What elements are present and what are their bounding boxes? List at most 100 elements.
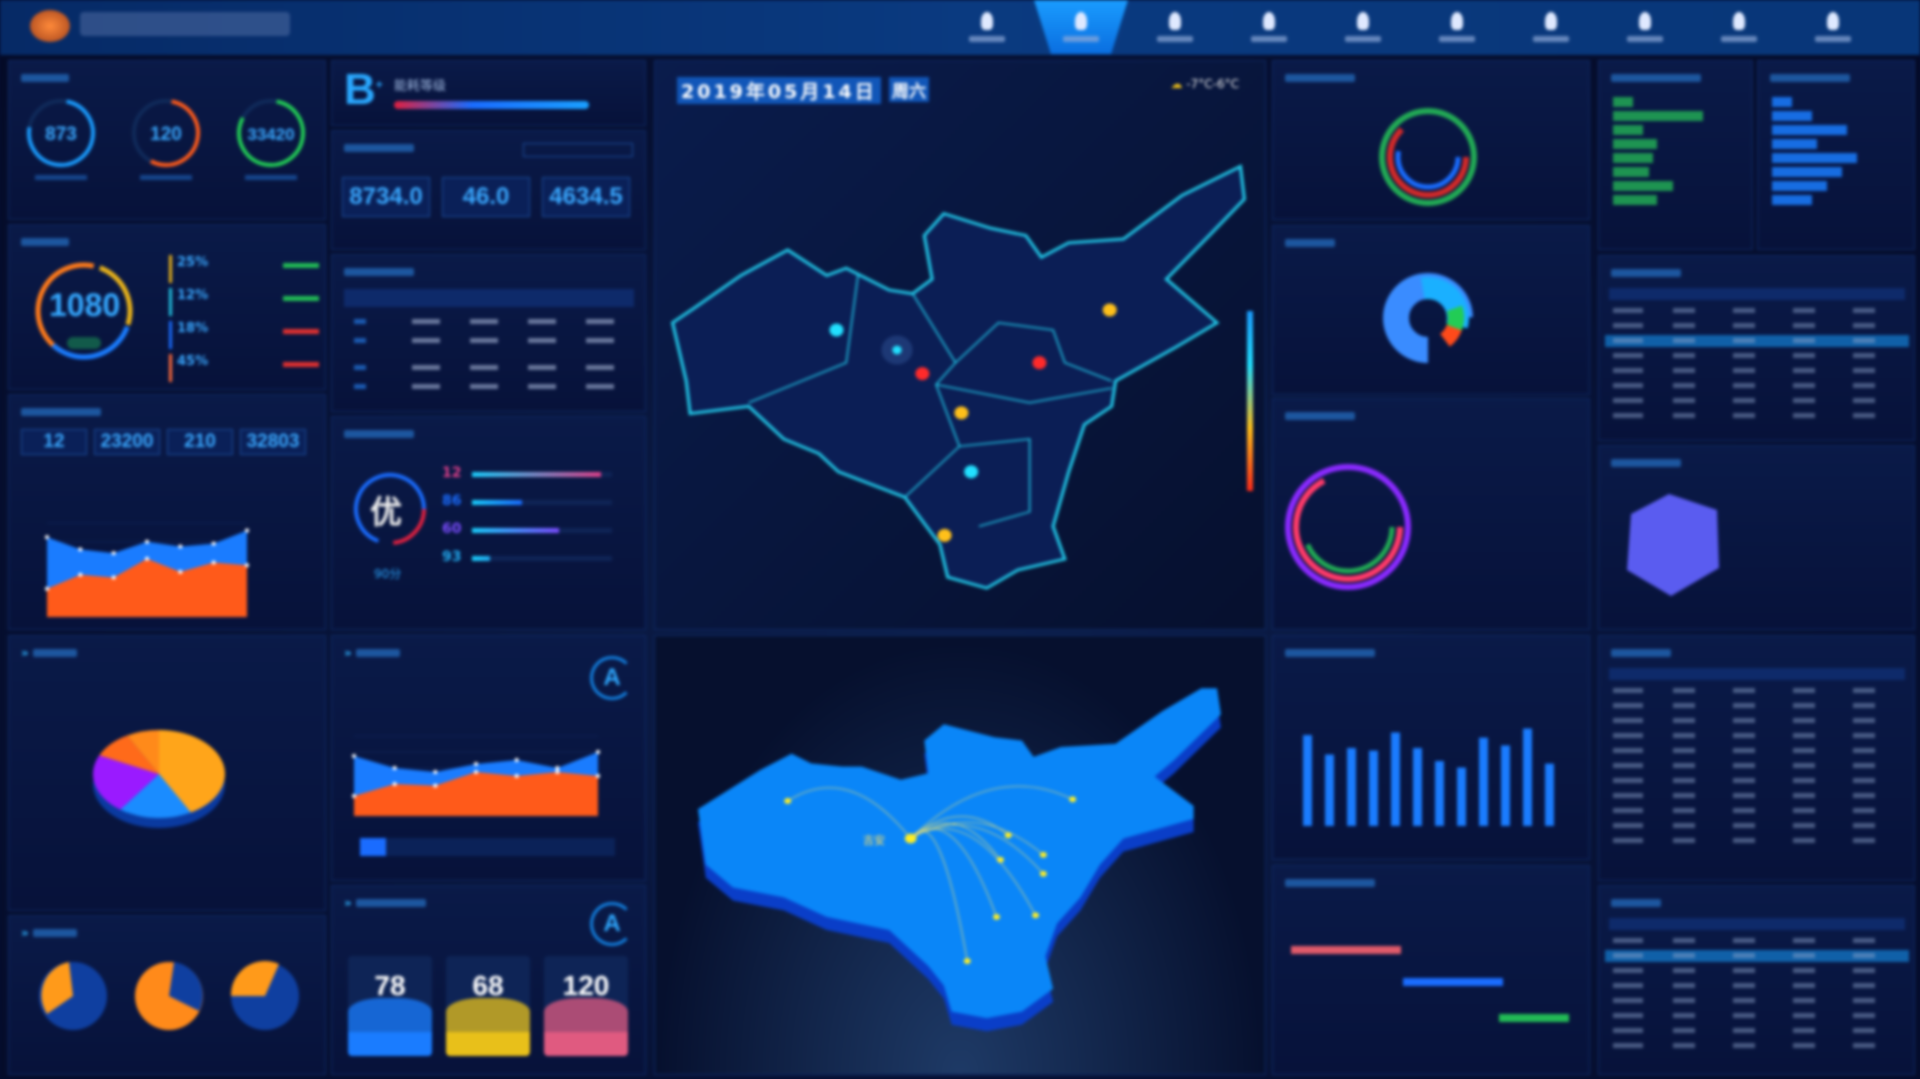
cost-panel: 1080 25% 12% 18% 45% <box>8 224 326 390</box>
table-cell <box>1613 323 1643 328</box>
equipment-card: 120 <box>544 956 628 1056</box>
gauge-value: 120 <box>150 124 182 145</box>
radar-chart <box>1627 494 1719 596</box>
nav-item-10[interactable] <box>1786 0 1880 54</box>
area-series-2 <box>47 558 247 617</box>
destination-point[interactable] <box>1039 851 1047 858</box>
cost-trend <box>283 296 319 301</box>
destination-point[interactable] <box>996 856 1004 863</box>
slider-handle[interactable] <box>360 838 386 856</box>
table-cell <box>528 384 556 389</box>
date-display: 2019年05月14日 <box>677 77 881 104</box>
table-cell <box>1793 778 1815 783</box>
multi-ring <box>1379 108 1477 206</box>
region-map[interactable] <box>655 61 1267 631</box>
nav-item-1[interactable] <box>940 0 1034 54</box>
table-cell <box>1853 733 1875 738</box>
table-cell <box>1853 368 1875 373</box>
table-cell <box>1733 703 1755 708</box>
table-cell <box>1733 763 1755 768</box>
table-cell <box>1673 968 1695 973</box>
destination-point[interactable] <box>993 913 1001 920</box>
stat-value: 4634.5 <box>549 183 623 210</box>
table-cell <box>586 319 614 324</box>
destination-point[interactable] <box>963 958 971 964</box>
nav-label <box>1627 36 1663 42</box>
cost-ring <box>35 262 133 360</box>
table-cell <box>586 338 614 343</box>
cost-value: 1080 <box>49 287 121 323</box>
table-cell <box>1733 778 1755 783</box>
temperature-marker[interactable] <box>937 528 952 542</box>
table-cell <box>1673 938 1695 943</box>
hbar <box>1613 195 1657 205</box>
destination-point[interactable] <box>1039 870 1047 877</box>
nav-item-5[interactable] <box>1316 0 1410 54</box>
nav-item-8[interactable] <box>1598 0 1692 54</box>
flow-map-panel: 吉安 <box>654 635 1266 1075</box>
bar-10 <box>1501 745 1510 826</box>
origin-point[interactable] <box>904 833 917 844</box>
destination-point[interactable] <box>784 798 792 804</box>
3d-flow-map[interactable] <box>655 636 1267 1076</box>
map-surface <box>697 688 1221 1019</box>
table-cell <box>1673 838 1695 843</box>
temperature-marker[interactable] <box>954 406 969 420</box>
temperature-marker[interactable] <box>1102 303 1117 317</box>
range-panel <box>1272 865 1590 1075</box>
zoom-slider[interactable] <box>360 838 615 856</box>
table-cell <box>1673 338 1695 343</box>
table-cell <box>1733 688 1755 693</box>
destination-point[interactable] <box>1069 796 1077 803</box>
nav-item-3[interactable] <box>1128 0 1222 54</box>
nav-label <box>1439 36 1475 42</box>
app-title <box>80 12 290 36</box>
nav-item-2[interactable] <box>1034 0 1128 54</box>
table-cell <box>1613 998 1643 1003</box>
filter-select[interactable] <box>523 143 633 157</box>
pie-slice-3 <box>92 755 159 810</box>
table-cell <box>1673 308 1695 313</box>
table-cell <box>1853 308 1875 313</box>
nav-label <box>1251 36 1287 42</box>
destination-point[interactable] <box>1004 832 1012 839</box>
data-point <box>596 774 600 778</box>
flow-line <box>910 785 1073 839</box>
table-cell <box>1793 838 1815 843</box>
stat-box: 4634.5 <box>542 177 630 217</box>
data-point <box>433 783 438 788</box>
temperature-marker[interactable] <box>964 465 979 479</box>
stat-value: 12 <box>43 431 65 452</box>
bar-7 <box>1435 761 1444 826</box>
card-wave <box>446 998 530 1034</box>
table-cell <box>1613 983 1643 988</box>
table-cell <box>1613 308 1643 313</box>
table-cell <box>1673 823 1695 828</box>
table-cell <box>1613 953 1643 958</box>
destination-point[interactable] <box>1032 912 1040 919</box>
stat-box: 23200 <box>94 429 160 455</box>
table-cell <box>1733 1043 1755 1048</box>
table-cell <box>1793 323 1815 328</box>
hbar <box>1613 153 1653 163</box>
pie-slice-4 <box>99 735 159 774</box>
nav-item-6[interactable] <box>1410 0 1504 54</box>
temperature-marker[interactable] <box>915 367 930 381</box>
table-header <box>1609 668 1905 680</box>
card-footer <box>544 1032 628 1056</box>
table-cell <box>354 338 366 343</box>
eval-number: 86 <box>442 493 462 509</box>
concentric-ring <box>1285 464 1411 590</box>
table-cell <box>1613 733 1643 738</box>
temperature-marker[interactable] <box>829 323 844 337</box>
nav-item-7[interactable] <box>1504 0 1598 54</box>
table-cell <box>1733 953 1755 958</box>
stat-box: 46.0 <box>442 177 530 217</box>
table-cell <box>1733 383 1755 388</box>
table-cell <box>1673 703 1695 708</box>
nav-item-9[interactable] <box>1692 0 1786 54</box>
table-cell <box>1853 1028 1875 1033</box>
nav-item-4[interactable] <box>1222 0 1316 54</box>
temperature-marker[interactable] <box>1032 356 1047 370</box>
table-cell <box>528 365 556 370</box>
